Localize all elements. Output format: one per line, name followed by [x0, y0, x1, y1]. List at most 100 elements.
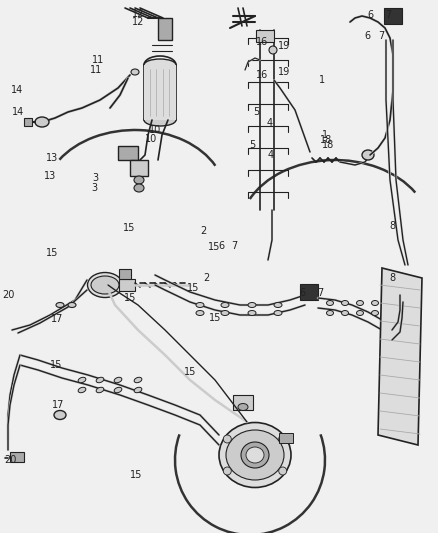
- Ellipse shape: [274, 303, 282, 308]
- Text: 5: 5: [249, 140, 255, 150]
- Bar: [256, 30, 274, 42]
- Text: 7: 7: [231, 241, 237, 251]
- Ellipse shape: [221, 311, 229, 316]
- Bar: [119, 279, 135, 291]
- Text: 3: 3: [91, 183, 97, 192]
- Ellipse shape: [357, 311, 364, 316]
- Bar: [10, 452, 24, 462]
- Ellipse shape: [114, 387, 122, 393]
- Ellipse shape: [371, 311, 378, 316]
- Bar: [384, 8, 402, 24]
- Text: 1: 1: [319, 75, 325, 85]
- Text: 15: 15: [209, 313, 221, 323]
- Text: 16: 16: [256, 37, 268, 47]
- Bar: [130, 160, 148, 176]
- Text: 13: 13: [46, 153, 58, 163]
- Bar: [144, 65, 176, 120]
- Ellipse shape: [248, 311, 256, 316]
- Ellipse shape: [88, 272, 123, 297]
- Text: 1: 1: [322, 130, 328, 140]
- Ellipse shape: [238, 403, 248, 410]
- Bar: [158, 18, 172, 40]
- Ellipse shape: [326, 311, 333, 316]
- Ellipse shape: [91, 276, 119, 294]
- Text: 10: 10: [149, 125, 161, 135]
- Bar: [118, 146, 138, 160]
- Text: 8: 8: [389, 221, 395, 231]
- Text: 12: 12: [132, 18, 144, 27]
- Text: 12: 12: [132, 9, 144, 19]
- Circle shape: [279, 467, 287, 475]
- Ellipse shape: [357, 301, 364, 305]
- Text: 20: 20: [4, 455, 16, 465]
- Bar: [279, 433, 293, 443]
- Text: 6: 6: [218, 241, 224, 251]
- Ellipse shape: [144, 114, 176, 126]
- Text: 10: 10: [145, 134, 157, 143]
- Ellipse shape: [269, 46, 277, 54]
- Text: 2: 2: [203, 273, 209, 283]
- Ellipse shape: [226, 430, 284, 480]
- Ellipse shape: [96, 387, 104, 393]
- Ellipse shape: [134, 377, 142, 383]
- Text: 15: 15: [208, 243, 221, 252]
- Text: 15: 15: [46, 248, 59, 258]
- Text: 15: 15: [124, 293, 136, 303]
- Ellipse shape: [68, 303, 76, 308]
- Ellipse shape: [371, 301, 378, 305]
- Text: 14: 14: [11, 85, 24, 94]
- Bar: [24, 118, 32, 126]
- Ellipse shape: [274, 311, 282, 316]
- Ellipse shape: [248, 303, 256, 308]
- Text: 17: 17: [51, 314, 63, 324]
- Circle shape: [223, 435, 231, 443]
- Text: 6: 6: [299, 288, 305, 298]
- Text: 20: 20: [3, 290, 15, 300]
- Ellipse shape: [131, 69, 139, 75]
- Ellipse shape: [342, 301, 349, 305]
- Ellipse shape: [114, 377, 122, 383]
- Ellipse shape: [326, 301, 333, 305]
- Text: 18: 18: [322, 140, 334, 150]
- Text: 4: 4: [268, 150, 274, 160]
- Text: 17: 17: [52, 400, 64, 410]
- Text: 2: 2: [201, 226, 207, 236]
- Circle shape: [223, 467, 231, 475]
- Ellipse shape: [144, 59, 176, 71]
- Ellipse shape: [54, 410, 66, 419]
- Ellipse shape: [241, 442, 269, 468]
- Ellipse shape: [219, 423, 291, 488]
- Bar: [233, 395, 253, 410]
- Ellipse shape: [221, 303, 229, 308]
- Text: 19: 19: [278, 67, 290, 77]
- Text: 15: 15: [50, 360, 62, 370]
- Ellipse shape: [35, 117, 49, 127]
- Text: 13: 13: [44, 171, 57, 181]
- Ellipse shape: [134, 387, 142, 393]
- Text: 7: 7: [317, 288, 323, 298]
- Ellipse shape: [196, 311, 204, 316]
- Text: 4: 4: [266, 118, 272, 127]
- Ellipse shape: [96, 377, 104, 383]
- Text: 6: 6: [367, 10, 373, 20]
- Text: 6: 6: [365, 31, 371, 41]
- Ellipse shape: [78, 387, 86, 393]
- Text: 11: 11: [90, 66, 102, 75]
- Ellipse shape: [78, 377, 86, 383]
- Ellipse shape: [342, 311, 349, 316]
- Text: 15: 15: [123, 223, 135, 233]
- Text: 18: 18: [320, 135, 332, 144]
- Circle shape: [279, 435, 287, 443]
- Bar: [300, 284, 318, 300]
- Text: 15: 15: [130, 470, 142, 480]
- Text: 8: 8: [389, 273, 395, 283]
- Ellipse shape: [246, 447, 264, 463]
- Text: 5: 5: [253, 107, 259, 117]
- Text: 11: 11: [92, 55, 104, 65]
- Bar: [119, 269, 131, 279]
- Text: 7: 7: [378, 31, 384, 41]
- Ellipse shape: [196, 303, 204, 308]
- Ellipse shape: [56, 303, 64, 308]
- Text: 14: 14: [12, 107, 24, 117]
- Ellipse shape: [134, 184, 144, 192]
